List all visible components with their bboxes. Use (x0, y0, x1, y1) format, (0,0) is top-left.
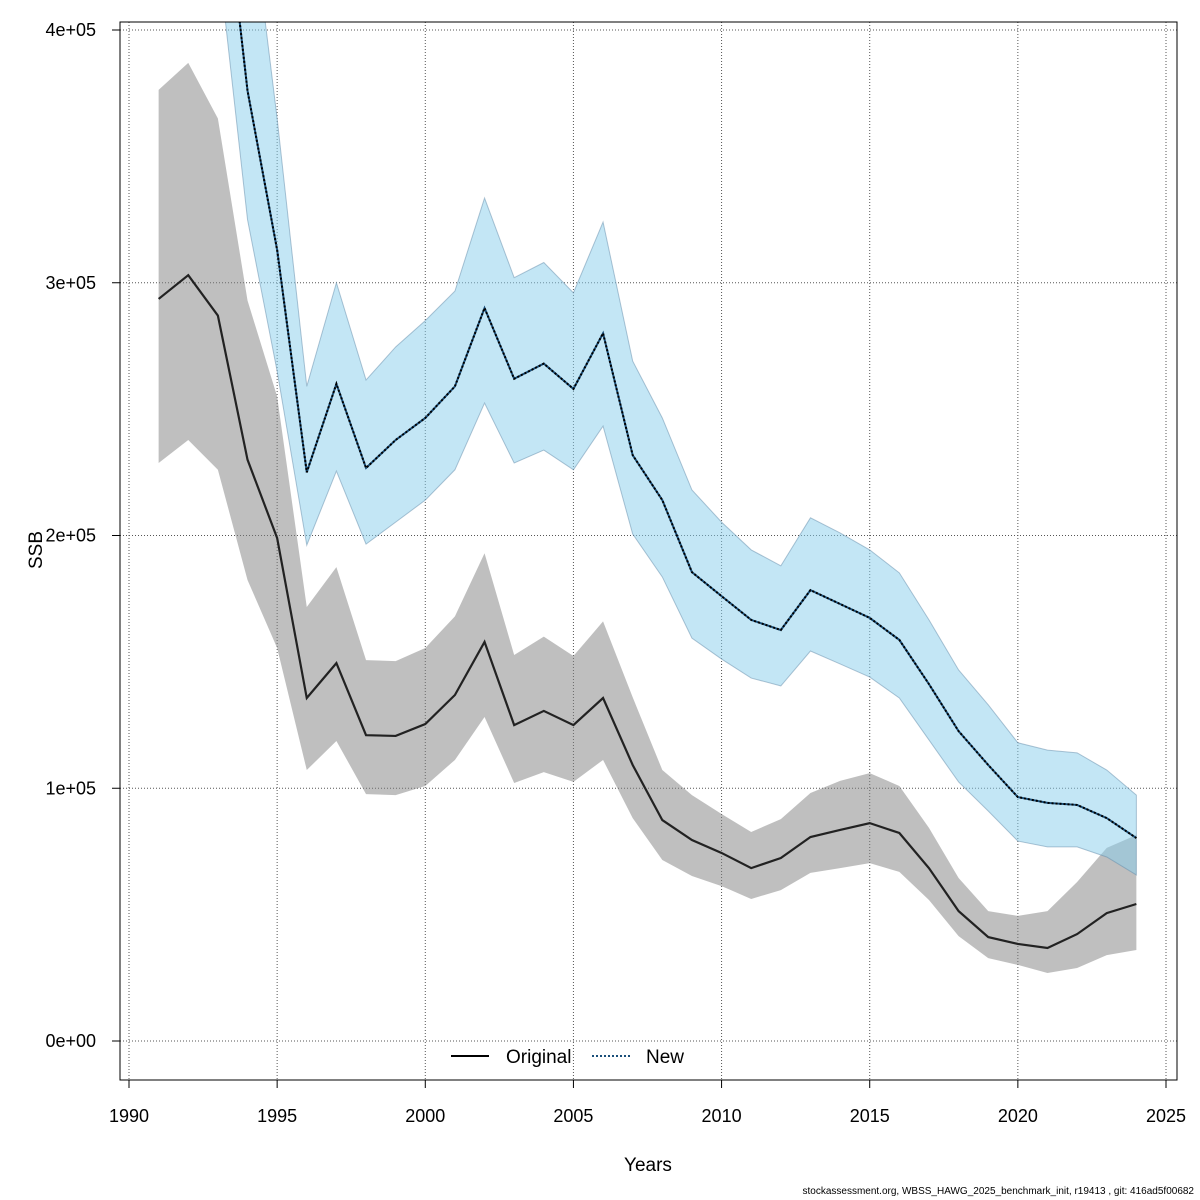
series-line-original (157, 273, 1137, 950)
y-tick-label: 0e+00 (45, 1031, 96, 1051)
confidence-band-original (158, 62, 1137, 974)
footer-caption: stockassessment.org, WBSS_HAWG_2025_benc… (802, 1186, 1194, 1197)
x-axis-label: Years (624, 1155, 672, 1176)
y-axis: 0e+00 1e+05 2e+05 3e+05 4e+05 (45, 20, 120, 1051)
confidence-band-new (224, 22, 1137, 876)
legend-label-new: New (646, 1047, 684, 1068)
x-tick-label: 2015 (850, 1106, 890, 1126)
y-tick-label: 2e+05 (45, 526, 96, 546)
x-tick-label: 2010 (702, 1106, 742, 1126)
series-lines (157, 22, 1137, 950)
legend: Original New (451, 1047, 684, 1068)
x-tick-label: 2000 (405, 1106, 445, 1126)
x-tick-label: 2020 (998, 1106, 1038, 1126)
legend-label-original: Original (506, 1047, 571, 1068)
y-tick-label: 1e+05 (45, 778, 96, 798)
y-tick-label: 4e+05 (45, 20, 96, 40)
bands (158, 22, 1137, 974)
x-tick-label: 1995 (257, 1106, 297, 1126)
series-line-new (238, 22, 1137, 839)
x-axis: 1990 1995 2000 2005 2010 2015 2020 2025 (109, 1079, 1186, 1126)
y-tick-label: 3e+05 (45, 273, 96, 293)
x-tick-label: 2005 (553, 1106, 593, 1126)
x-tick-label: 2025 (1146, 1106, 1186, 1126)
y-axis-label: SSB (26, 531, 47, 569)
x-tick-label: 1990 (109, 1106, 149, 1126)
